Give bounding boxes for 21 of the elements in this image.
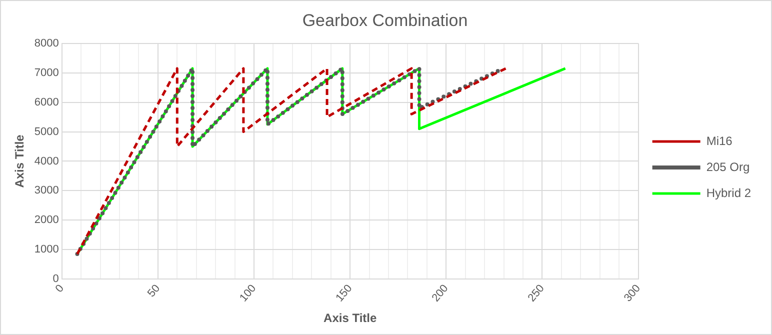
x-tick-label: 50 [146,282,163,300]
legend-label: 205 Org [706,160,750,174]
y-tick-label: 5000 [34,126,59,138]
x-tick-label: 150 [334,282,355,304]
y-tick-label: 1000 [34,244,59,256]
y-tick-label: 0 [52,273,59,286]
y-tick-label: 3000 [34,184,59,197]
x-tick-label: 100 [238,282,259,304]
y-axis-title: Axis Title [12,134,27,188]
chart-title: Gearbox Combination [302,10,468,30]
y-tick-label: 7000 [34,66,59,79]
legend-label: Hybrid 2 [706,186,752,200]
y-tick-label: 2000 [34,214,59,226]
x-tick-label: 300 [622,282,643,304]
x-axis-title: Axis Title [324,311,377,326]
x-tick-label: 250 [526,282,547,304]
legend-label: Mi16 [706,134,733,148]
y-tick-label: 4000 [34,155,59,168]
x-tick-label: 200 [430,282,451,304]
y-tick-label: 6000 [34,96,59,108]
y-tick-label: 8000 [34,37,59,50]
